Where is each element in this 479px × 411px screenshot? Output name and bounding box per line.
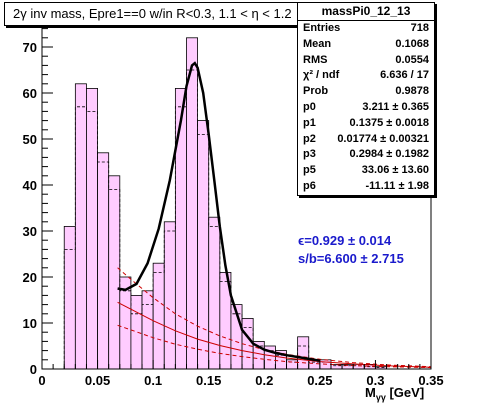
y-tick-label: 40 <box>23 178 37 193</box>
x-tick-label: 0.15 <box>196 373 221 388</box>
stats-row: Mean 0.1068 <box>298 37 434 53</box>
dashed-histogram-line <box>63 69 431 370</box>
y-tick-label: 0 <box>30 362 37 377</box>
stats-row: p3 0.2984 ± 0.1982 <box>298 147 434 163</box>
stats-value: 0.1375 ± 0.0018 <box>349 116 429 129</box>
histogram-bar <box>141 290 154 370</box>
background-fit-curve <box>117 301 432 368</box>
stats-label: p2 <box>303 132 316 145</box>
stats-label: χ² / ndf <box>303 69 340 82</box>
stats-value: 3.211 ± 0.365 <box>362 100 429 113</box>
y-tick-label: 30 <box>23 224 37 239</box>
stats-label: p1 <box>303 116 316 129</box>
histogram-bars <box>63 37 387 370</box>
dashed-histogram <box>63 69 431 370</box>
histogram-bar <box>63 225 76 370</box>
x-tick-label: 0 <box>38 373 45 388</box>
stats-row: Entries 718 <box>298 21 434 37</box>
y-tick-label: 50 <box>23 132 37 147</box>
x-tick-label: 0.25 <box>307 373 332 388</box>
histogram-bar <box>163 221 176 370</box>
stats-row: p2 0.01774 ± 0.00321 <box>298 132 434 148</box>
histogram-bar <box>186 37 199 370</box>
stats-rows: Entries 718 Mean 0.1068 RMS 0.0554 χ² / ndf 6.6… <box>298 21 434 195</box>
histogram-bar <box>197 120 210 370</box>
x-axis-label: Mγγ [GeV] <box>365 385 425 403</box>
stats-row: RMS 0.0554 <box>298 53 434 69</box>
stats-row: p6 -11.11 ± 1.98 <box>298 179 434 195</box>
x-axis-ticks: 0 0.05 0.1 0.15 0.2 0.25 0.3 0.35 <box>38 360 444 388</box>
histogram-bar <box>174 88 187 370</box>
histogram-bar <box>97 152 110 370</box>
stats-row: p5 33.06 ± 13.60 <box>298 163 434 179</box>
x-tick-label: 0.3 <box>366 373 384 388</box>
stats-label: Entries <box>303 22 341 34</box>
stats-label: Mean <box>303 37 332 50</box>
stats-value: 0.2984 ± 0.1982 <box>349 148 429 161</box>
stats-value: 0.9878 <box>395 85 429 98</box>
stats-row: p1 0.1375 ± 0.0018 <box>298 116 434 132</box>
x-tick-label: 0.35 <box>418 373 443 388</box>
y-tick-label: 10 <box>23 316 37 331</box>
stats-value: 33.06 ± 13.60 <box>361 164 429 177</box>
histogram-bar <box>297 336 310 370</box>
stats-row: χ² / ndf 6.636 / 17 <box>298 68 434 84</box>
plot-title: 2γ inv mass, Epre1==0 w/in R<0.3, 1.1 < … <box>4 2 301 26</box>
signal-background-annotation: s/b=6.600 ± 2.715 <box>298 251 404 266</box>
histogram-bar <box>130 294 143 370</box>
stats-label: RMS <box>303 53 328 66</box>
y-axis-ticks: 0 10 20 30 40 50 60 70 <box>23 28 53 377</box>
histogram-bar <box>108 175 121 370</box>
background-upper-curve <box>117 267 432 368</box>
histogram-bar <box>74 83 87 370</box>
stats-title: massPi0_12_13 <box>298 3 434 21</box>
stats-value: -11.11 ± 1.98 <box>365 179 429 192</box>
x-tick-label: 0.05 <box>85 373 110 388</box>
stats-label: p6 <box>303 179 316 192</box>
stats-value: 0.1068 <box>395 37 429 50</box>
stats-value: 0.01774 ± 0.00321 <box>337 132 429 145</box>
stats-label: Prob <box>303 85 329 98</box>
stats-label: p5 <box>303 164 316 177</box>
x-tick-label: 0.2 <box>255 373 273 388</box>
y-tick-label: 70 <box>23 40 37 55</box>
stats-box: massPi0_12_13 Entries 718 Mean 0.1068 RMS 0.0… <box>297 2 435 196</box>
histogram-bar <box>86 88 98 370</box>
histogram-bar <box>352 363 365 370</box>
total-fit-curve <box>117 61 321 362</box>
stats-value: 718 <box>410 22 429 34</box>
stats-row: Prob 0.9878 <box>298 84 434 100</box>
histogram-bar <box>286 359 299 370</box>
x-tick-label: 0.1 <box>144 373 162 388</box>
stats-value: 6.636 / 17 <box>380 69 429 82</box>
histogram-bar <box>208 216 221 370</box>
stats-label: p0 <box>303 100 316 113</box>
stats-label: p3 <box>303 148 316 161</box>
stats-value: 0.0554 <box>395 53 429 66</box>
efficiency-annotation: ϵ=0.929 ± 0.014 <box>298 233 392 248</box>
stats-row: p0 3.211 ± 0.365 <box>298 100 434 116</box>
histogram-bar <box>152 262 165 370</box>
y-tick-label: 60 <box>23 86 37 101</box>
y-tick-label: 20 <box>23 270 37 285</box>
